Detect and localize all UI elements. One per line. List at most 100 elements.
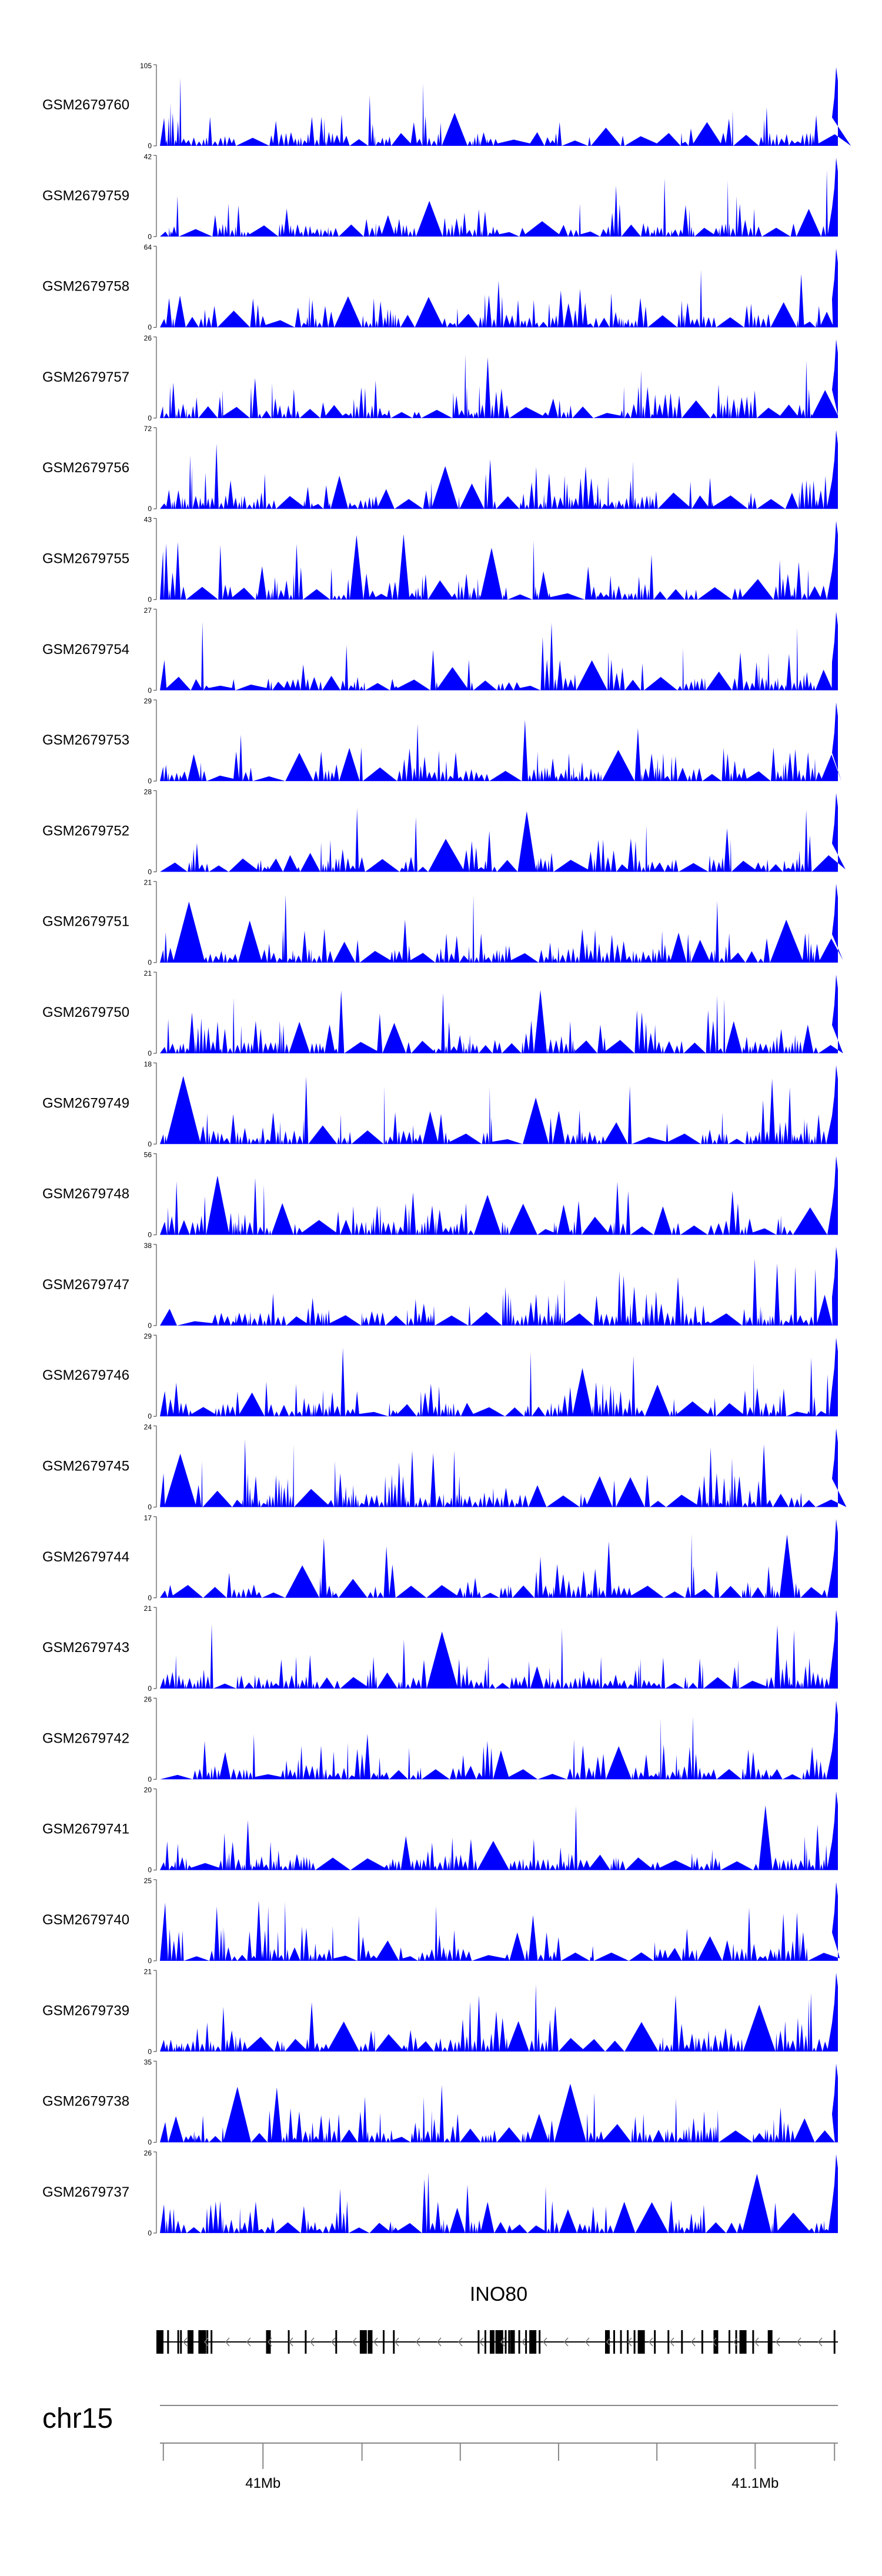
strand-chevron [754, 2337, 759, 2347]
coverage-area [160, 2154, 838, 2233]
track-GSM2679743: GSM2679743 21 0 [42, 1604, 838, 1693]
y-min-label: 0 [148, 142, 152, 150]
y-max-label: 26 [144, 334, 152, 342]
y-max-label: 20 [144, 1786, 152, 1794]
strand-chevron [543, 2337, 547, 2347]
gene-exon [667, 2330, 670, 2354]
coverage-area [160, 975, 843, 1053]
gene-exon [613, 2330, 616, 2354]
gene-exon [484, 2330, 486, 2354]
strand-chevron [225, 2337, 230, 2347]
track-label: GSM2679756 [42, 460, 129, 476]
strand-chevron [500, 2337, 505, 2347]
track-GSM2679756: GSM2679756 72 0 [42, 425, 838, 513]
track-label: GSM2679748 [42, 1186, 129, 1202]
coverage-area [160, 248, 838, 328]
track-label: GSM2679737 [42, 2184, 129, 2200]
gene-exon [382, 2330, 385, 2354]
y-max-label: 25 [144, 1877, 152, 1885]
track-label: GSM2679755 [42, 551, 129, 567]
strand-chevron [352, 2337, 357, 2347]
coverage-area [160, 1065, 838, 1144]
track-GSM2679740: GSM2679740 25 0 [42, 1877, 840, 1965]
strand-chevron [289, 2337, 293, 2347]
coverage-area [160, 1700, 838, 1780]
strand-chevron [246, 2337, 251, 2347]
gene-exon [654, 2330, 656, 2354]
coverage-area [160, 1156, 838, 1235]
track-label: GSM2679745 [42, 1459, 129, 1474]
gene-exon [495, 2330, 503, 2354]
y-max-label: 27 [144, 606, 152, 615]
strand-chevron [627, 2337, 632, 2347]
y-min-label: 0 [148, 2138, 152, 2147]
y-min-label: 0 [148, 1140, 152, 1148]
gene-exon [501, 2330, 503, 2354]
y-max-label: 35 [144, 2058, 152, 2067]
track-GSM2679745: GSM2679745 24 0 [42, 1423, 847, 1511]
track-GSM2679739: GSM2679739 21 0 [42, 1967, 838, 2056]
gene-exon [187, 2330, 189, 2354]
y-min-label: 0 [148, 1684, 152, 1693]
track-GSM2679759: GSM2679759 42 0 [42, 152, 838, 241]
y-min-label: 0 [148, 867, 152, 876]
gene-model-ino80: INO80 [156, 2283, 838, 2354]
y-min-label: 0 [148, 1594, 152, 1602]
track-label: GSM2679743 [42, 1640, 129, 1656]
strand-chevron [606, 2337, 611, 2347]
gene-exon [477, 2330, 480, 2354]
y-min-label: 0 [148, 1322, 152, 1330]
gene-exon [539, 2330, 541, 2354]
x-tick-label: 41Mb [245, 2475, 280, 2491]
y-max-label: 26 [144, 1695, 152, 1703]
coverage-area [160, 430, 838, 509]
strand-chevron [204, 2337, 209, 2347]
y-min-label: 0 [148, 232, 152, 241]
strand-chevron [310, 2337, 315, 2347]
coverage-area [160, 1247, 838, 1326]
track-GSM2679751: GSM2679751 21 0 [42, 879, 843, 967]
strand-chevron [331, 2337, 336, 2347]
gene-exon [156, 2330, 163, 2354]
y-max-label: 21 [144, 969, 152, 977]
gene-exon [510, 2330, 515, 2354]
strand-chevron [416, 2337, 420, 2347]
strand-chevron [268, 2337, 272, 2347]
chromosome-axis: chr15 41Mb 41.1Mb [42, 2403, 838, 2491]
track-GSM2679744: GSM2679744 17 0 [42, 1514, 838, 1602]
track-label: GSM2679739 [42, 2003, 129, 2018]
y-min-label: 0 [148, 414, 152, 422]
track-GSM2679757: GSM2679757 26 0 [42, 334, 838, 422]
y-min-label: 0 [148, 959, 152, 967]
y-max-label: 26 [144, 2149, 152, 2157]
track-GSM2679741: GSM2679741 20 0 [42, 1786, 838, 1874]
coverage-area [160, 1882, 840, 1961]
track-label: GSM2679741 [42, 1821, 129, 1837]
coverage-area [160, 1519, 838, 1598]
gene-exon [633, 2330, 636, 2354]
y-max-label: 29 [144, 1332, 152, 1340]
strand-chevron [733, 2337, 738, 2347]
coverage-tracks: GSM2679760 105 0 GSM2679759 42 0 GSM2679758 64 0… [42, 62, 851, 2237]
coverage-area [160, 702, 841, 782]
gene-exon [529, 2330, 537, 2354]
strand-chevron [564, 2337, 569, 2347]
track-label: GSM2679753 [42, 732, 129, 748]
strand-chevron [691, 2337, 696, 2347]
strand-chevron [395, 2337, 399, 2347]
track-label: GSM2679752 [42, 823, 129, 839]
y-max-label: 72 [144, 425, 152, 433]
track-GSM2679737: GSM2679737 26 0 [42, 2149, 838, 2237]
strand-chevron [797, 2337, 801, 2347]
track-GSM2679750: GSM2679750 21 0 [42, 969, 843, 1057]
gene-exon [305, 2330, 307, 2354]
gene-exon [681, 2330, 683, 2354]
y-min-label: 0 [148, 596, 152, 604]
x-tick-label: 41.1Mb [731, 2475, 779, 2491]
y-min-label: 0 [148, 1231, 152, 1239]
strand-chevron [183, 2337, 188, 2347]
coverage-area [160, 883, 843, 963]
gene-exon [752, 2330, 754, 2354]
y-min-label: 0 [148, 1412, 152, 1420]
